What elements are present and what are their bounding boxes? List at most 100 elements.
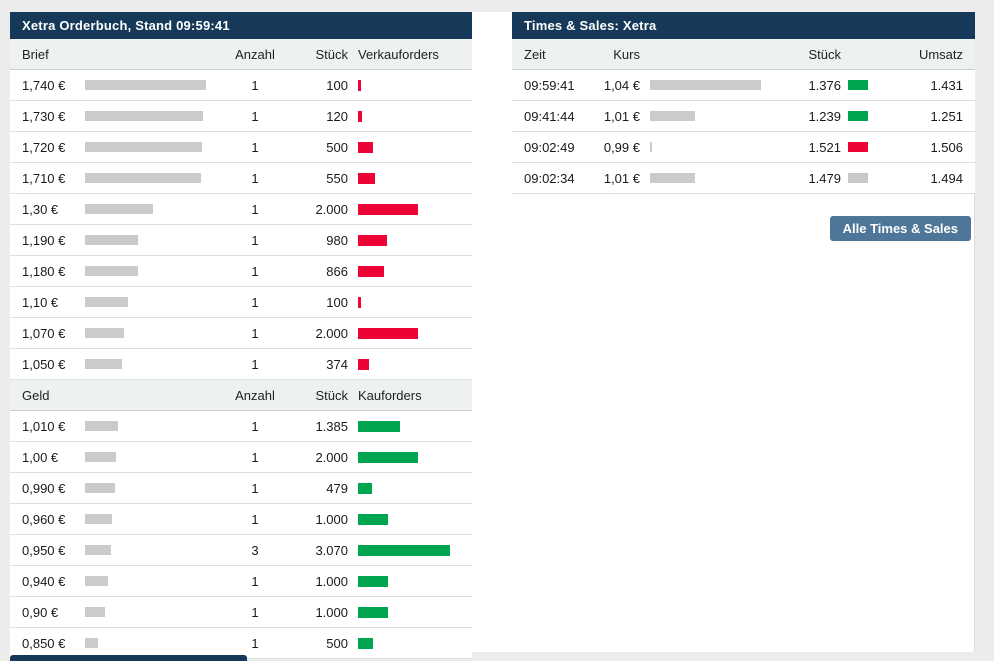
ask-order-count: 1 (251, 170, 259, 186)
trade-row: 09:41:44 1,01 € 1.239 1.251 (512, 101, 975, 132)
ask-size: 2.000 (315, 325, 348, 341)
bid-header-orders: Kauforders (358, 387, 422, 403)
bid-price: 0,950 € (22, 542, 66, 558)
ask-depth-bar-zone (85, 235, 215, 245)
price-level-bar (650, 142, 652, 152)
bid-row: 0,960 € 1 1.000 (10, 504, 472, 535)
times-sales-panel: Times & Sales: Xetra Zeit Kurs Stück Ums… (512, 12, 975, 241)
ask-price: 1,30 € (22, 201, 59, 217)
bid-price: 0,850 € (22, 635, 66, 651)
ask-price: 1,050 € (22, 356, 66, 372)
bid-header-count: Anzahl (235, 387, 275, 403)
all-times-sales-button[interactable]: Alle Times & Sales (829, 216, 971, 241)
price-level-bar (650, 80, 761, 90)
trade-turnover: 1.494 (930, 170, 963, 186)
bid-volume-bar-zone (348, 575, 472, 587)
bid-volume-bar-zone (348, 513, 472, 525)
times-sales-title: Times & Sales: Xetra (512, 12, 975, 39)
bid-volume-bar-zone (348, 544, 472, 556)
price-depth-bar (85, 514, 112, 524)
bid-header-price: Geld (22, 387, 50, 403)
bid-size: 500 (326, 635, 348, 651)
bid-depth-bar-zone (85, 421, 215, 431)
ask-row: 1,740 € 1 100 (10, 70, 472, 101)
ask-depth-bar-zone (85, 204, 215, 214)
ask-volume-bar-zone (348, 265, 472, 277)
ask-order-count: 1 (251, 201, 259, 217)
price-depth-bar (85, 638, 98, 648)
price-depth-bar (85, 483, 115, 493)
trade-price-bar-zone (650, 111, 768, 121)
ask-depth-bar-zone (85, 297, 215, 307)
ask-price: 1,710 € (22, 170, 66, 186)
trade-time: 09:02:34 (524, 170, 575, 186)
ts-header-time: Zeit (524, 46, 546, 62)
price-depth-bar (85, 607, 105, 617)
ask-size: 120 (326, 108, 348, 124)
buy-volume-bar (358, 637, 373, 649)
sell-volume-bar (358, 327, 418, 339)
bid-price: 0,90 € (22, 604, 59, 620)
ask-price: 1,730 € (22, 108, 66, 124)
bid-volume-bar-zone (348, 420, 472, 432)
trade-direction-swatch (848, 80, 868, 90)
price-depth-bar (85, 328, 124, 338)
trade-price-bar-zone (650, 173, 768, 183)
ts-header-swatch-spacer (848, 49, 868, 59)
times-sales-button-row: Alle Times & Sales (512, 216, 975, 241)
bid-row: 1,010 € 1 1.385 (10, 411, 472, 442)
bid-price: 1,00 € (22, 449, 59, 465)
price-depth-bar (85, 142, 202, 152)
trade-turnover: 1.251 (930, 108, 963, 124)
price-depth-bar (85, 359, 122, 369)
ask-price: 1,720 € (22, 139, 66, 155)
bid-depth-bar-zone (85, 452, 215, 462)
price-depth-bar (85, 111, 203, 121)
ask-depth-bar-zone (85, 173, 215, 183)
ask-row: 1,720 € 1 500 (10, 132, 472, 163)
ask-row: 1,190 € 1 980 (10, 225, 472, 256)
trade-row: 09:02:49 0,99 € 1.521 1.506 (512, 132, 975, 163)
trade-price-bar-zone (650, 142, 768, 152)
trade-size: 1.239 (808, 108, 841, 124)
price-depth-bar (85, 204, 153, 214)
bid-row: 0,950 € 3 3.070 (10, 535, 472, 566)
ask-header-count: Anzahl (235, 46, 275, 62)
bid-order-count: 1 (251, 449, 259, 465)
ask-price: 1,190 € (22, 232, 66, 248)
trade-time: 09:02:49 (524, 139, 575, 155)
ask-order-count: 1 (251, 263, 259, 279)
price-level-bar (650, 173, 695, 183)
ask-size: 866 (326, 263, 348, 279)
bid-size: 1.385 (315, 418, 348, 434)
bid-order-count: 1 (251, 418, 259, 434)
price-depth-bar (85, 173, 201, 183)
ask-volume-bar-zone (348, 327, 472, 339)
bid-order-count: 1 (251, 604, 259, 620)
bid-row: 0,940 € 1 1.000 (10, 566, 472, 597)
trade-time: 09:59:41 (524, 77, 575, 93)
bid-depth-bar-zone (85, 576, 215, 586)
ask-row: 1,070 € 1 2.000 (10, 318, 472, 349)
trade-size: 1.521 (808, 139, 841, 155)
bid-price: 0,990 € (22, 480, 66, 496)
bid-order-count: 1 (251, 511, 259, 527)
bid-rows: 1,010 € 1 1.385 1,00 € 1 (10, 411, 472, 659)
bid-size: 1.000 (315, 604, 348, 620)
ask-volume-bar-zone (348, 358, 472, 370)
bid-order-count: 1 (251, 635, 259, 651)
next-panel-header-partial (10, 655, 247, 661)
sell-volume-bar (358, 141, 373, 153)
bid-column-header: Geld Anzahl Stück Kauforders (10, 380, 472, 411)
bid-volume-bar-zone (348, 451, 472, 463)
ask-order-count: 1 (251, 77, 259, 93)
trade-price: 1,04 € (603, 77, 640, 93)
trade-price: 0,99 € (603, 139, 640, 155)
bid-depth-bar-zone (85, 514, 215, 524)
bid-size: 1.000 (315, 573, 348, 589)
price-depth-bar (85, 297, 128, 307)
ask-row: 1,050 € 1 374 (10, 349, 472, 380)
times-sales-rows: 09:59:41 1,04 € 1.376 1.431 09:41:44 1,0… (512, 70, 975, 194)
sell-volume-bar (358, 234, 387, 246)
bid-depth-bar-zone (85, 607, 215, 617)
